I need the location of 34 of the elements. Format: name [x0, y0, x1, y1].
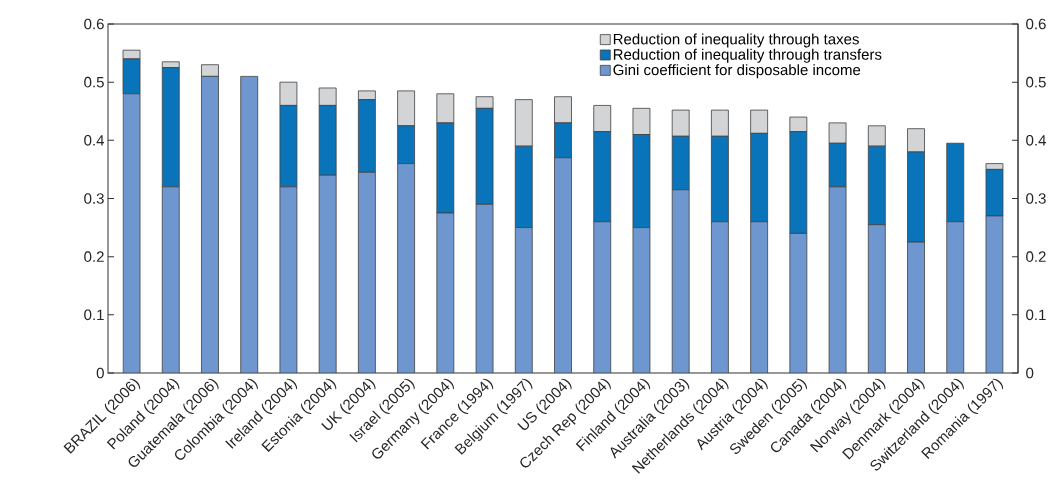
bar — [867, 224, 886, 373]
y2-tick-label: 0.3 — [84, 193, 104, 204]
bar — [671, 189, 690, 373]
y2-tick-label: 0.2 — [84, 251, 104, 262]
y-tick-label: 0.2 — [1026, 251, 1046, 262]
legend-label: Reduction of inequality through transfers — [613, 48, 882, 63]
bar — [201, 75, 219, 373]
y2-tick-label: 0.4 — [84, 135, 105, 146]
bar — [711, 221, 729, 373]
y-tick-label: 0.5 — [1026, 76, 1046, 88]
bar — [946, 142, 965, 223]
bar — [750, 221, 769, 373]
bar — [593, 221, 612, 373]
y2-tick-label: 0.1 — [84, 309, 104, 321]
legend-label: Gini coefficient for disposable income — [613, 64, 861, 79]
bar — [357, 171, 376, 373]
y2-tick-label: 0.6 — [84, 18, 104, 30]
bar — [318, 174, 337, 373]
y2-tick-label: 0 — [96, 367, 104, 379]
bar — [907, 241, 925, 373]
bar — [436, 212, 455, 373]
bar — [554, 157, 572, 373]
y-tick-label: 0 — [1026, 367, 1034, 379]
bar — [946, 221, 965, 373]
y-tick-label: 0.1 — [1026, 309, 1046, 321]
bar — [161, 186, 180, 373]
y-tick-label: 0.6 — [1026, 18, 1046, 30]
bar — [240, 75, 259, 373]
y-tick-label: 0.3 — [1026, 193, 1046, 204]
y-tick-label: 0.4 — [1026, 135, 1046, 146]
bar — [514, 227, 533, 373]
y2-tick-label: 0.5 — [84, 76, 104, 88]
legend-label: Reduction of inequality through taxes — [613, 33, 859, 48]
bar — [397, 163, 416, 373]
